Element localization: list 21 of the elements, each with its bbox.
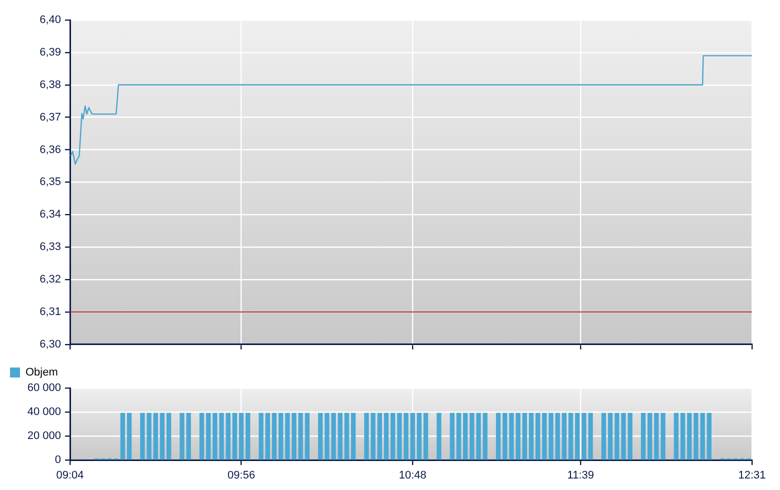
y-tick-label: 0 [54, 454, 61, 466]
y-tick-label: 6,35 [40, 176, 61, 188]
x-tick-label: 11:39 [567, 470, 594, 482]
legend-label: Objem [26, 366, 58, 379]
y-tick-label: 6,34 [40, 208, 61, 221]
y-tick-label: 6,33 [40, 241, 61, 254]
x-tick-label: 12:31 [738, 470, 766, 482]
y-tick-label: 6,40 [40, 14, 61, 26]
y-tick-label: 6,30 [40, 338, 61, 350]
y-tick-label: 6,38 [40, 78, 61, 91]
y-tick-label: 6,39 [40, 46, 61, 58]
y-tick-label: 6,31 [40, 306, 61, 318]
y-tick-label: 60 000 [27, 382, 61, 394]
x-tick-label: 09:56 [228, 470, 256, 482]
y-tick-label: 40 000 [27, 406, 61, 418]
x-tick-label: 10:48 [398, 470, 426, 482]
y-tick-label: 6,36 [40, 144, 61, 156]
x-tick-label: 09:04 [56, 470, 84, 482]
y-tick-label: 6,32 [40, 274, 61, 286]
y-tick-label: 20 000 [27, 430, 61, 442]
y-tick-label: 6,37 [40, 111, 61, 124]
